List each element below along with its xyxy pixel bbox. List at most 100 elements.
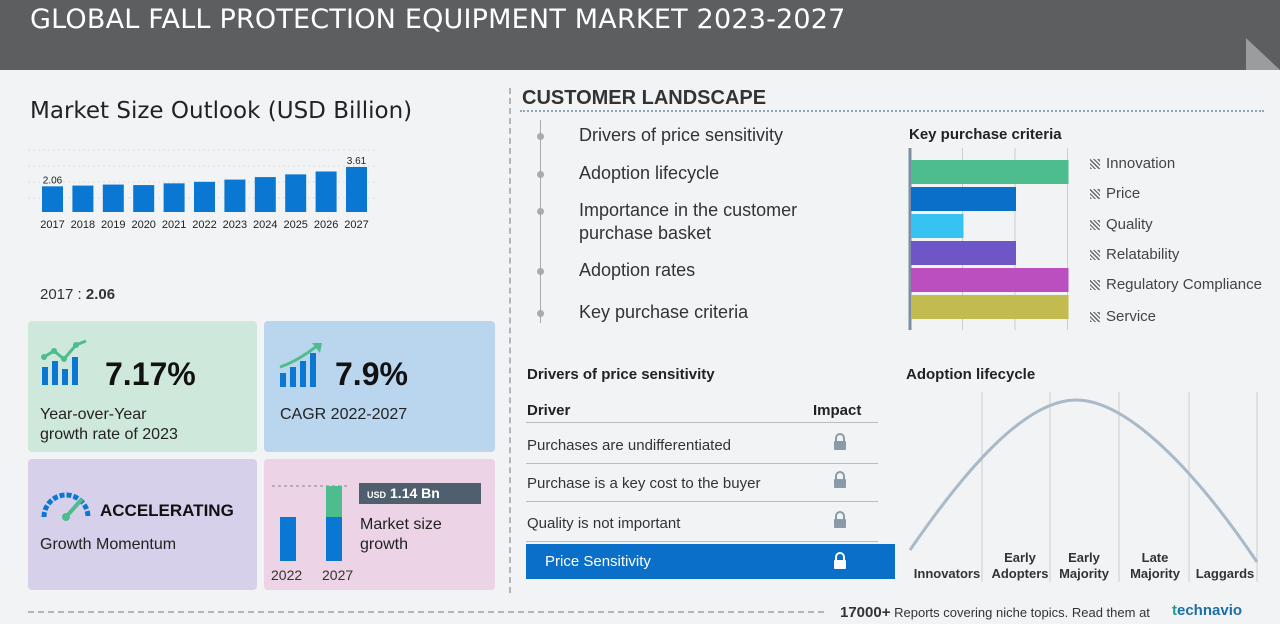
adoption-lifecycle-chart	[908, 392, 1259, 582]
kpc-bar-5	[911, 295, 1069, 319]
kpc-legend-item: Price	[1090, 185, 1140, 202]
market-bar-2024	[254, 177, 276, 212]
lock-icon	[834, 433, 846, 450]
x-tick-label: 2022	[192, 219, 216, 231]
customer-landscape-item: Importance in the customer purchase baske…	[579, 199, 797, 245]
kpc-legend-item: Innovation	[1090, 155, 1175, 172]
item-line2: purchase basket	[579, 223, 712, 243]
kpc-bar-2	[911, 214, 964, 238]
stage-line2: Majority	[1059, 566, 1109, 581]
price-sensitivity-row: Price Sensitivity	[526, 544, 895, 579]
bar-2027-base	[326, 517, 342, 561]
legend-swatch	[1090, 250, 1100, 260]
legend-swatch	[1090, 159, 1100, 169]
market-bar-2027	[346, 167, 367, 212]
timeline-dot	[537, 133, 544, 140]
stage-line2: Majority	[1130, 566, 1180, 581]
yoy-label-line1: Year-over-Year	[40, 406, 147, 423]
legend-swatch	[1090, 312, 1100, 322]
customer-landscape-rule	[520, 110, 1264, 112]
price-sensitivity-label: Price Sensitivity	[545, 553, 651, 570]
momentum-value: ACCELERATING	[100, 501, 234, 520]
adoption-stage-label: Early Adopters	[980, 550, 1060, 582]
usd-unit: USD	[367, 490, 387, 500]
driver-row-label: Quality is not important	[527, 515, 681, 532]
growth-label-line1: Market size	[360, 516, 442, 533]
section-divider	[509, 88, 511, 593]
growth-year-start: 2022	[271, 567, 303, 583]
legend-swatch	[1090, 189, 1100, 199]
kpc-bar-1	[911, 187, 1016, 211]
timeline-dot	[537, 171, 544, 178]
cagr-card: 7.9% CAGR 2022-2027	[264, 321, 495, 452]
x-tick-label: 2020	[131, 219, 155, 231]
header-banner: GLOBAL FALL PROTECTION EQUIPMENT MARKET …	[0, 0, 1280, 70]
logo-rest: echnavio	[1177, 602, 1243, 619]
legend-label: Price	[1106, 185, 1141, 202]
stage-line1: Early	[1004, 550, 1036, 565]
legend-label: Quality	[1106, 216, 1153, 233]
market-size-title: Market Size Outlook (USD Billion)	[30, 98, 413, 124]
customer-landscape-item: Adoption lifecycle	[579, 162, 719, 185]
driver-row-label: Purchase is a key cost to the buyer	[527, 475, 761, 492]
kpc-title: Key purchase criteria	[909, 126, 1062, 143]
speedometer-icon	[41, 492, 91, 521]
footer-caption: Reports covering niche topics. Read them…	[894, 605, 1150, 620]
x-tick-label: 2019	[101, 219, 125, 231]
kpc-legend-item: Service	[1090, 308, 1156, 325]
timeline-dot	[537, 268, 544, 275]
bar-data-label: 3.61	[347, 156, 367, 167]
customer-landscape-item: Drivers of price sensitivity	[579, 124, 783, 147]
cagr-chart-icon	[279, 343, 322, 387]
logo-t: t	[1172, 602, 1177, 619]
growth-value-badge: USD 1.14 Bn	[359, 483, 481, 504]
cagr-label: CAGR 2022-2027	[280, 406, 408, 423]
legend-label: Regulatory Compliance	[1106, 276, 1262, 293]
x-tick-label: 2021	[162, 219, 186, 231]
footer-rule	[28, 611, 824, 613]
stage-line1: Early	[1068, 550, 1100, 565]
kpc-legend-item: Quality	[1090, 216, 1153, 233]
stage-line2: Adopters	[991, 566, 1049, 581]
x-tick-label: 2018	[71, 219, 95, 231]
impact-column-header: Impact	[813, 402, 862, 419]
kpc-legend-item: Regulatory Compliance	[1090, 276, 1262, 293]
kpc-bar-chart	[908, 148, 1069, 330]
adoption-stage-label: Innovators	[907, 566, 987, 582]
base-year-label: 2017 : 2.06	[40, 286, 115, 303]
legend-label: Innovation	[1106, 155, 1176, 172]
x-tick-label: 2024	[253, 219, 277, 231]
growth-comparison-chart	[272, 485, 348, 561]
item-line1: Importance in the customer	[579, 200, 798, 220]
growth-value: 1.14 Bn	[390, 485, 440, 501]
timeline-dot	[537, 208, 544, 215]
timeline-dot	[537, 310, 544, 317]
corner-fold	[1246, 38, 1280, 70]
bar-data-label: 2.06	[43, 175, 63, 186]
driver-column-header: Driver	[527, 402, 571, 419]
base-year-value: 2.06	[85, 286, 116, 303]
legend-label: Service	[1106, 308, 1157, 325]
market-bar-2018	[72, 185, 94, 212]
x-tick-label: 2025	[283, 219, 307, 231]
stage-line1: Laggards	[1195, 566, 1255, 581]
lock-icon	[834, 471, 846, 488]
stage-line1: Late	[1141, 550, 1169, 565]
customer-landscape-item: Key purchase criteria	[579, 301, 748, 324]
yoy-label: Year-over-Year growth rate of 2023	[40, 405, 178, 445]
technavio-logo[interactable]: technavio	[1172, 602, 1242, 619]
drivers-header-rule	[526, 422, 878, 423]
legend-swatch	[1090, 220, 1100, 230]
market-growth-card: 2022 2027 USD 1.14 Bn Market size growth	[264, 459, 495, 590]
footer-text: 17000+ Reports covering niche topics. Re…	[840, 604, 1150, 621]
page-title: GLOBAL FALL PROTECTION EQUIPMENT MARKET …	[30, 4, 846, 35]
driver-row-label: Purchases are undifferentiated	[527, 437, 732, 454]
customer-landscape-item: Adoption rates	[579, 259, 695, 282]
adoption-title: Adoption lifecycle	[906, 366, 1036, 383]
legend-swatch	[1090, 280, 1100, 290]
driver-row-rule	[526, 501, 878, 502]
item-line1: Adoption lifecycle	[579, 163, 720, 183]
item-line1: Key purchase criteria	[579, 302, 749, 322]
kpc-bar-0	[911, 160, 1069, 184]
yoy-value: 7.17%	[105, 356, 196, 392]
